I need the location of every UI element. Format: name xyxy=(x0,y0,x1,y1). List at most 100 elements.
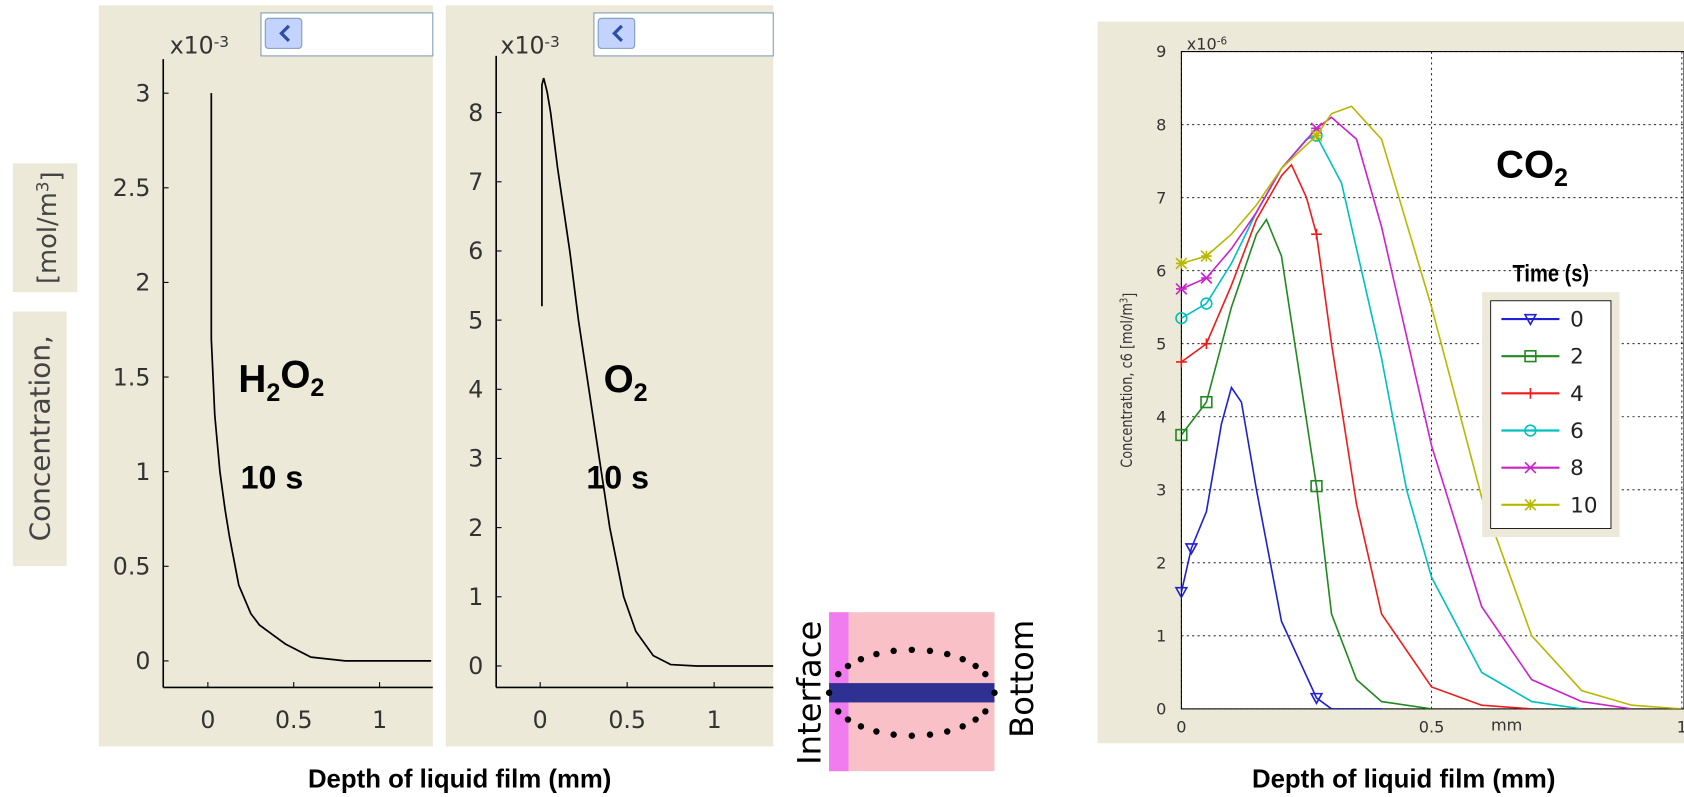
marker xyxy=(1524,424,1537,437)
data-line xyxy=(1181,163,1532,709)
text-part: x10 xyxy=(1187,34,1217,53)
dot xyxy=(926,647,934,655)
text-part: CO xyxy=(1496,143,1554,186)
dot xyxy=(944,728,951,735)
text-part: 3 xyxy=(1118,298,1130,303)
x-tick-label: 0 xyxy=(200,706,215,734)
marker xyxy=(1174,586,1189,600)
panel-background xyxy=(98,5,433,747)
y-tick-label: 4 xyxy=(1156,407,1166,426)
y-tick-label: 6 xyxy=(1156,261,1166,280)
label-box xyxy=(12,311,67,567)
data-line xyxy=(210,93,432,662)
marker xyxy=(1310,129,1323,142)
legend-box xyxy=(1490,300,1612,529)
legend-title: Time (s) xyxy=(1513,260,1590,287)
legend-label: 6 xyxy=(1570,419,1584,444)
text-part: 2 xyxy=(310,374,324,402)
diagram-label: Bottom xyxy=(1003,620,1041,738)
dot xyxy=(926,731,934,738)
x-tick-label: 0.5 xyxy=(608,706,646,734)
y-tick-label: 7 xyxy=(468,168,483,196)
marker xyxy=(1200,297,1213,310)
scroll-arrow xyxy=(279,24,291,43)
dot xyxy=(835,670,842,678)
scroll-arrow xyxy=(612,24,623,43)
y-tick-label: 5 xyxy=(1156,334,1166,353)
dot xyxy=(835,708,842,715)
x-tick-label: 1 xyxy=(707,706,722,734)
annotation: CO2 xyxy=(1496,143,1568,192)
dot xyxy=(982,708,989,715)
data-line xyxy=(1181,116,1632,709)
data-line xyxy=(1181,105,1682,709)
diagram-label: Interface xyxy=(791,621,829,765)
text-part: x10 xyxy=(170,32,214,60)
data-line xyxy=(1181,385,1382,709)
x-tick-label: 0.5 xyxy=(275,706,313,734)
x-tick-label: 1 xyxy=(1677,718,1684,737)
dot xyxy=(890,647,897,655)
dot xyxy=(873,650,880,658)
y-tick-label: 1 xyxy=(1156,626,1166,645)
marker xyxy=(1175,283,1188,295)
x-tick-label: 1 xyxy=(372,706,387,734)
dot xyxy=(844,662,852,670)
x-tick-label: 0 xyxy=(1176,718,1186,737)
y-tick-label: 4 xyxy=(468,376,483,404)
dot xyxy=(959,655,966,663)
text-part: -3 xyxy=(544,33,559,51)
marker xyxy=(1201,338,1212,350)
y-tick-label: 3 xyxy=(1156,480,1166,499)
marker xyxy=(1524,498,1537,511)
axis-scale-label: x10-3 xyxy=(170,32,229,60)
y-tick-label: 1.5 xyxy=(113,363,151,391)
dot xyxy=(844,716,852,723)
y-tick-label: 2 xyxy=(468,514,483,542)
marker xyxy=(1524,461,1537,474)
data-line xyxy=(1181,134,1582,709)
marker xyxy=(1309,692,1324,705)
x-tick-label: 0 xyxy=(533,706,548,734)
y-tick-label: 8 xyxy=(468,99,483,127)
marker xyxy=(1310,479,1323,493)
dot xyxy=(972,662,979,670)
x-axis-label: Depth of liquid film (mm) xyxy=(308,765,611,793)
text-part: Concentration, c6 [mol/m xyxy=(1118,303,1137,468)
dot xyxy=(825,689,833,696)
marker xyxy=(1184,543,1199,556)
text-part: 2 xyxy=(266,379,280,407)
y-tick-label: 0.5 xyxy=(113,553,151,581)
y-tick-label: 0 xyxy=(1156,700,1166,719)
marker xyxy=(1523,313,1538,327)
y-tick-label: 2 xyxy=(135,269,150,297)
x-tick-label: 0.5 xyxy=(1419,718,1445,737)
marker xyxy=(1176,356,1187,368)
text-part: x10 xyxy=(500,32,544,60)
text-part: ] xyxy=(37,171,67,181)
text-part: 2 xyxy=(634,379,648,407)
marker xyxy=(1524,350,1537,363)
y-tick-label: 0 xyxy=(135,647,150,675)
y-tick-label: 1 xyxy=(468,583,483,611)
x-axis-label: Depth of liquid film (mm) xyxy=(1252,765,1555,793)
dot xyxy=(972,716,979,723)
y-tick-label: 5 xyxy=(468,306,483,334)
marker xyxy=(1175,257,1188,270)
text-part: ] xyxy=(1120,293,1139,298)
legend-label: 0 xyxy=(1570,308,1584,333)
y-tick-label: 1 xyxy=(135,458,150,486)
y-tick-label: 7 xyxy=(1156,188,1166,207)
dot xyxy=(857,723,865,730)
dot xyxy=(857,655,865,663)
marker xyxy=(1200,272,1213,284)
legend-label: 10 xyxy=(1570,493,1597,518)
y-tick-label: 9 xyxy=(1156,42,1166,61)
text-part: H xyxy=(238,358,266,401)
dot xyxy=(873,728,880,735)
data-line xyxy=(1181,217,1432,709)
text-part: 3 xyxy=(32,182,52,193)
marker xyxy=(1175,311,1188,325)
time-label: 10 s xyxy=(586,460,649,496)
